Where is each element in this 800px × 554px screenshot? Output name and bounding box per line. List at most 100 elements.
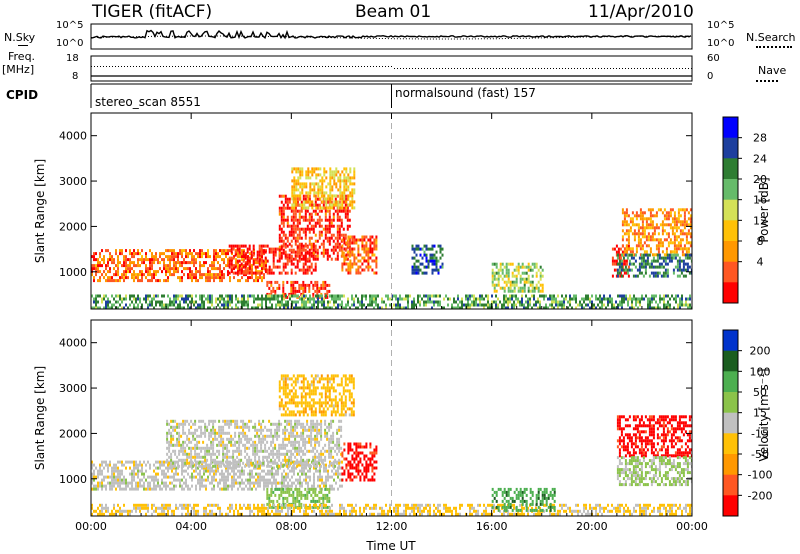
power-cell bbox=[677, 211, 680, 215]
velocity-cell bbox=[173, 472, 175, 476]
velocity-cell bbox=[282, 443, 285, 447]
power-cell bbox=[304, 212, 307, 216]
power-cell bbox=[211, 300, 213, 304]
power-cell bbox=[657, 306, 659, 309]
power-cell bbox=[221, 270, 223, 274]
power-cell bbox=[296, 203, 299, 207]
velocity-cell bbox=[107, 466, 109, 470]
velocity-cell bbox=[246, 434, 249, 438]
power-cell bbox=[461, 300, 463, 304]
power-cell bbox=[457, 306, 459, 309]
nave-dot bbox=[304, 66, 305, 67]
power-cell bbox=[363, 294, 365, 298]
power-cell bbox=[315, 191, 318, 195]
power-cell bbox=[307, 173, 310, 177]
power-cell bbox=[91, 255, 93, 259]
power-cell bbox=[274, 253, 277, 257]
velocity-cell bbox=[175, 484, 177, 488]
power-cell bbox=[342, 209, 345, 213]
power-cell bbox=[297, 170, 300, 174]
power-cell bbox=[242, 271, 245, 275]
velocity-cell bbox=[226, 458, 229, 462]
velocity-cell bbox=[196, 461, 199, 465]
power-cell bbox=[659, 223, 662, 227]
power-cell bbox=[298, 295, 301, 299]
velocity-cell bbox=[280, 452, 283, 456]
power-cell bbox=[589, 297, 591, 301]
power-cell bbox=[349, 170, 352, 174]
velocity-cell bbox=[125, 478, 127, 482]
power-cell bbox=[640, 271, 643, 275]
power-cell bbox=[611, 303, 613, 307]
velocity-cell bbox=[218, 434, 221, 438]
velocity-cell bbox=[200, 425, 203, 429]
power-cell bbox=[663, 217, 666, 221]
power-cell bbox=[673, 297, 675, 301]
power-cell bbox=[221, 258, 223, 262]
velocity-cell bbox=[172, 425, 175, 429]
power-cell bbox=[300, 268, 303, 272]
power-cell bbox=[689, 241, 692, 245]
power-cell bbox=[133, 276, 135, 280]
velocity-cell bbox=[270, 458, 273, 462]
power-cell bbox=[654, 259, 657, 263]
power-cell bbox=[541, 294, 543, 298]
velocity-cell bbox=[238, 443, 241, 447]
power-cell bbox=[373, 297, 375, 301]
power-cell bbox=[499, 300, 501, 304]
velocity-cell bbox=[249, 475, 251, 479]
velocity-cell bbox=[283, 478, 285, 482]
velocity-cell bbox=[174, 461, 177, 465]
power-cell bbox=[617, 294, 619, 298]
power-cell bbox=[163, 264, 165, 268]
power-cell bbox=[238, 265, 241, 269]
power-cell bbox=[316, 221, 319, 225]
power-cell bbox=[279, 306, 281, 309]
velocity-cell bbox=[254, 455, 257, 459]
power-cell bbox=[223, 300, 225, 304]
power-cell bbox=[507, 274, 510, 278]
power-cell bbox=[669, 214, 672, 218]
velocity-cell bbox=[145, 487, 147, 491]
power-cell bbox=[171, 303, 173, 307]
power-cell bbox=[648, 253, 651, 257]
velocity-cell bbox=[307, 487, 309, 491]
power-cell bbox=[139, 297, 141, 301]
power-cell bbox=[684, 268, 687, 272]
power-cell bbox=[497, 274, 500, 278]
velocity-cell bbox=[263, 481, 265, 485]
power-cell bbox=[163, 267, 165, 271]
power-cell bbox=[278, 256, 281, 260]
power-cell bbox=[303, 300, 305, 304]
power-cell bbox=[191, 270, 193, 274]
power-cell bbox=[288, 259, 291, 263]
power-cell bbox=[625, 232, 628, 236]
power-cell bbox=[341, 300, 343, 304]
velocity-cell bbox=[223, 472, 225, 476]
power-cell bbox=[203, 294, 205, 298]
power-cell bbox=[291, 179, 294, 183]
velocity-cell bbox=[237, 469, 239, 473]
power-cell bbox=[91, 306, 93, 309]
power-cell bbox=[347, 173, 350, 177]
velocity-cell bbox=[262, 437, 265, 441]
velocity-cell bbox=[258, 461, 261, 465]
power-cell bbox=[397, 303, 399, 307]
power-cell bbox=[336, 227, 339, 231]
power-cell bbox=[298, 212, 301, 216]
power-cell bbox=[289, 294, 291, 298]
power-cell bbox=[431, 300, 433, 304]
power-cell bbox=[145, 252, 147, 256]
power-cell bbox=[357, 247, 360, 251]
power-cell bbox=[248, 247, 251, 251]
velocity-cell bbox=[101, 472, 103, 476]
power-cell bbox=[365, 250, 368, 254]
power-cell bbox=[115, 249, 117, 253]
power-cell bbox=[641, 297, 643, 301]
power-cell bbox=[427, 300, 429, 304]
power-cell bbox=[125, 273, 127, 277]
velocity-cell bbox=[288, 449, 291, 453]
power-cell bbox=[137, 306, 139, 309]
velocity-cell bbox=[197, 478, 199, 482]
velocity-cell bbox=[217, 469, 219, 473]
